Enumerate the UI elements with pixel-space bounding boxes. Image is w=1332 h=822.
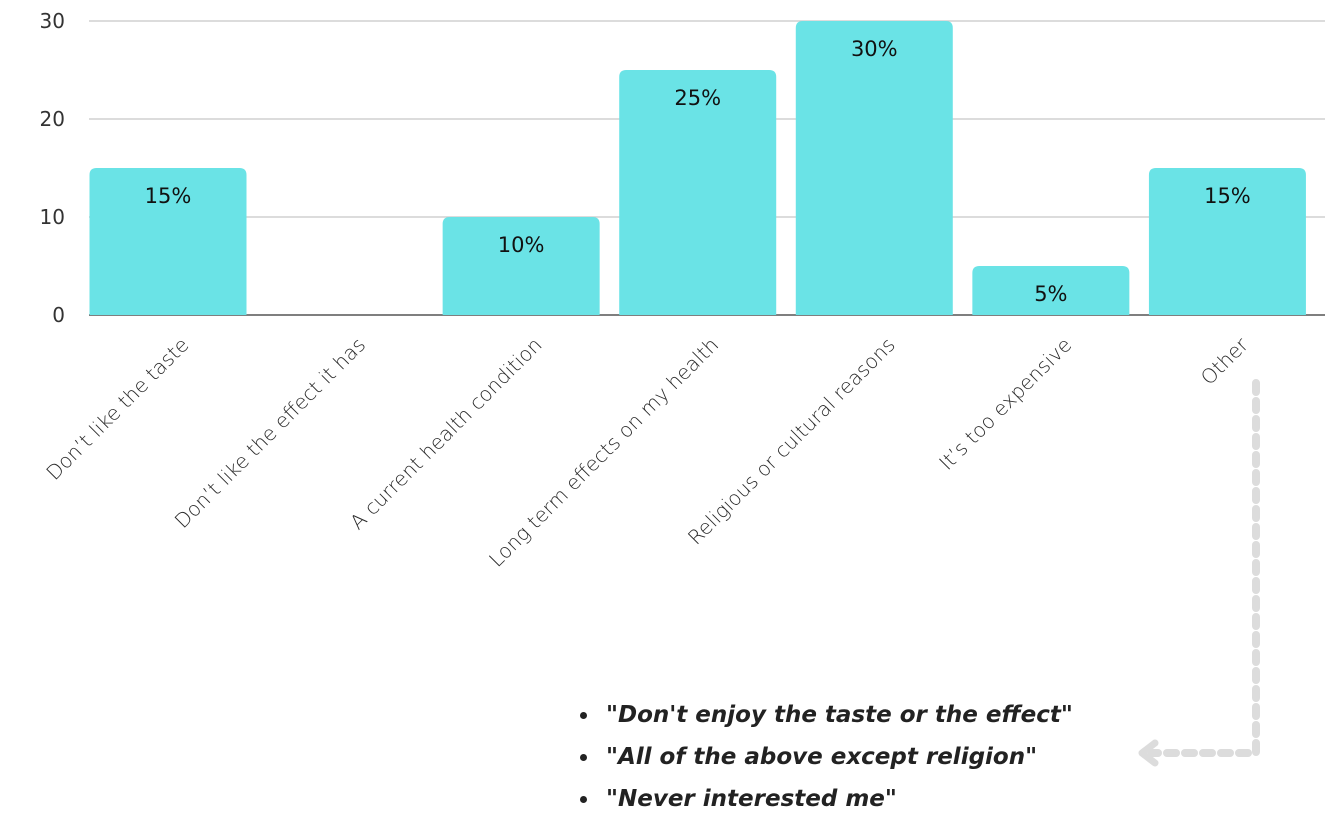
bar-value-label: 15% (145, 184, 192, 208)
bullet-icon (580, 712, 587, 719)
bar (795, 21, 953, 315)
x-category-label: Other (1196, 332, 1254, 390)
quote-item: "All of the above except religion" (580, 738, 1073, 780)
bullet-icon (580, 754, 587, 761)
bar-value-label: 25% (674, 86, 721, 110)
y-axis-ticks: 0 10 20 30 (40, 9, 65, 327)
bar (442, 217, 600, 315)
other-arrow (1138, 379, 1260, 767)
bar (1148, 168, 1306, 315)
bar-value-label: 5% (1034, 282, 1067, 306)
quote-item: "Don't enjoy the taste or the effect" (580, 696, 1073, 738)
bar (972, 266, 1130, 315)
arrow-head-icon (1138, 739, 1159, 767)
quote-text: "Never interested me" (606, 786, 897, 812)
bar (619, 70, 777, 315)
quote-text: "Don't enjoy the taste or the effect" (606, 702, 1073, 728)
y-tick-label: 30 (40, 9, 65, 33)
bar-value-label: 10% (498, 233, 545, 257)
bar (89, 168, 247, 315)
y-tick-label: 10 (40, 205, 65, 229)
bullet-icon (580, 796, 587, 803)
quote-item: "Never interested me" (580, 780, 1073, 822)
x-category-label: It’s too expensive (934, 333, 1076, 475)
x-category-label: A current health condition (345, 333, 547, 535)
y-tick-label: 0 (52, 303, 65, 327)
x-category-label: Religious or cultural reasons (683, 333, 900, 550)
other-responses-list: "Don't enjoy the taste or the effect" "A… (580, 696, 1073, 822)
x-category-label: Don’t like the taste (41, 333, 193, 485)
bars: 15% 10% 25% 30% 5% 15% (89, 21, 1306, 315)
bar-value-label: 15% (1204, 184, 1251, 208)
y-tick-label: 20 (40, 107, 65, 131)
bar-value-label: 30% (851, 37, 898, 61)
dotted-connector-line (1148, 379, 1260, 757)
quote-text: "All of the above except religion" (606, 744, 1038, 770)
x-category-label: Don’t like the effect it has (170, 333, 370, 533)
